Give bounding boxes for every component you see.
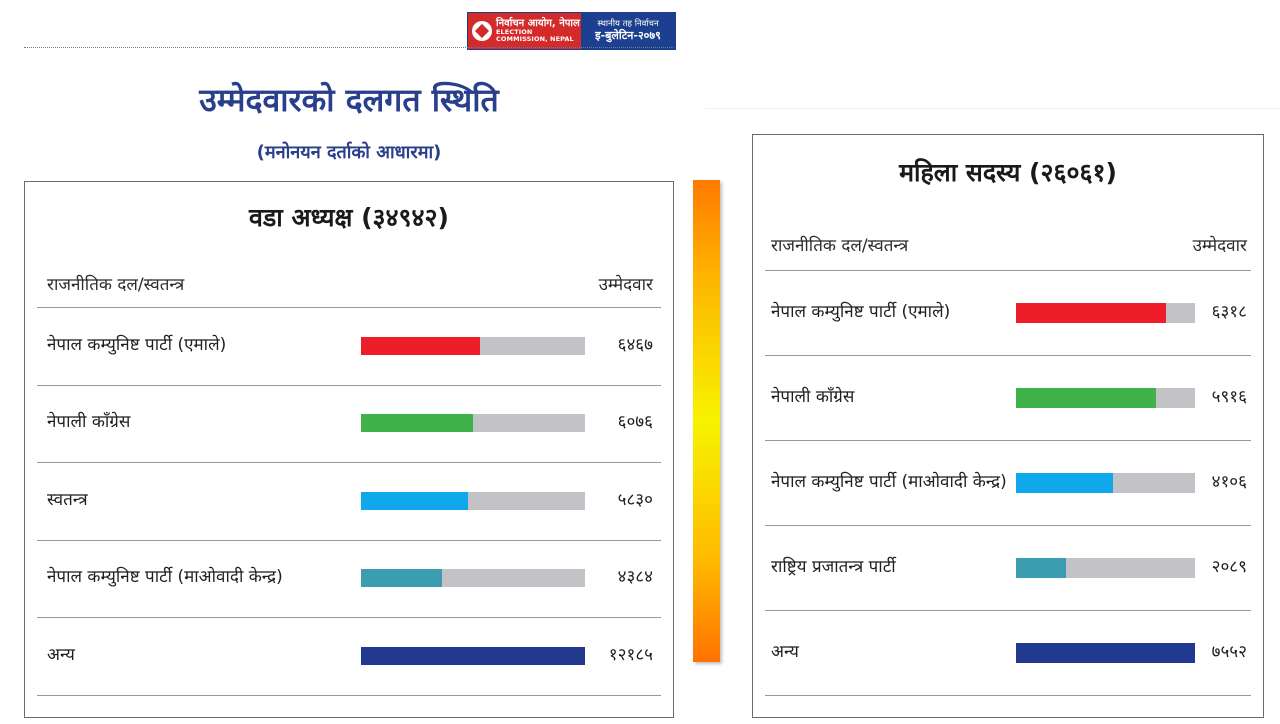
candidate-count: ७५५२ — [1211, 641, 1247, 662]
faint-divider — [705, 108, 1280, 109]
candidate-count: ५८३० — [617, 489, 653, 510]
candidate-count: ६३१८ — [1211, 301, 1247, 322]
bar-track — [361, 569, 585, 588]
party-name: नेपाली काँग्रेस — [47, 412, 131, 433]
row-divider — [765, 525, 1251, 526]
logo-line2: ELECTION COMMISSION, NEPAL — [496, 28, 574, 44]
row-divider — [37, 694, 661, 696]
bar — [361, 336, 480, 355]
bar — [1016, 472, 1114, 493]
logo-line1: निर्वाचन आयोग, नेपाल — [496, 17, 580, 29]
party-name: नेपाल कम्युनिष्ट पार्टी (एमाले) — [771, 301, 951, 322]
candidate-count: ५९१६ — [1211, 386, 1247, 407]
candidate-count: ४१०६ — [1211, 471, 1247, 492]
party-name: राष्ट्रिय प्रजातन्त्र पार्टी — [771, 556, 896, 577]
logo-right-line1: स्थानीय तह निर्वाचन — [597, 18, 659, 29]
row-divider — [37, 617, 661, 618]
candidate-column-header: उम्मेदवार — [1192, 236, 1247, 256]
row-divider — [765, 695, 1251, 696]
party-column-header: राजनीतिक दल/स्वतन्त्र — [47, 275, 185, 295]
header-divider — [37, 307, 661, 308]
bar-track — [1016, 557, 1195, 578]
row-divider — [765, 610, 1251, 611]
bar-track — [361, 491, 585, 510]
bar — [1016, 557, 1066, 578]
party-name: अन्य — [771, 641, 799, 662]
logo-right-line2: इ-बुलेटिन-२०७९ — [595, 28, 661, 42]
bar — [361, 414, 473, 433]
bar-track — [361, 414, 585, 433]
bar-track — [361, 336, 585, 355]
page-subtitle: (मनोनयन दर्ताको आधारमा) — [256, 142, 442, 163]
candidate-count: ६०७६ — [617, 412, 653, 433]
bar-track — [1016, 472, 1195, 493]
party-name: नेपाल कम्युनिष्ट पार्टी (एमाले) — [47, 334, 227, 355]
page-title: उम्मेदवारको दलगत स्थिति — [199, 81, 499, 119]
row-divider — [37, 462, 661, 463]
bar — [1016, 387, 1157, 408]
row-divider — [765, 440, 1251, 441]
bar-track — [1016, 642, 1195, 663]
party-name: नेपाल कम्युनिष्ट पार्टी (माओवादी केन्द्र… — [47, 567, 283, 588]
bar — [1016, 302, 1166, 323]
chart-title: महिला सदस्य (२६०६१) — [899, 158, 1117, 187]
candidate-count: २०८९ — [1211, 556, 1247, 577]
emblem-icon — [472, 21, 492, 41]
party-name: अन्य — [47, 644, 75, 665]
candidate-column-header: उम्मेदवार — [598, 275, 653, 295]
header-divider — [24, 47, 674, 48]
party-name: नेपाली काँग्रेस — [771, 386, 855, 407]
ward-chair-panel: वडा अध्यक्ष (३४९४२) राजनीतिक दल/स्वतन्त्… — [24, 181, 674, 718]
election-commission-logo: निर्वाचन आयोग, नेपाल ELECTION COMMISSION… — [467, 12, 676, 50]
bar — [361, 569, 442, 588]
row-divider — [765, 355, 1251, 356]
bar — [361, 491, 469, 510]
candidate-count: ४३८४ — [617, 567, 653, 588]
header-divider — [765, 270, 1251, 271]
chart-title: वडा अध्यक्ष (३४९४२) — [249, 203, 449, 232]
candidate-count: १२१८५ — [608, 644, 653, 665]
party-name: नेपाल कम्युनिष्ट पार्टी (माओवादी केन्द्र… — [771, 471, 1007, 492]
bar-track — [361, 646, 585, 665]
bar — [1016, 642, 1195, 663]
gradient-separator — [693, 180, 720, 662]
row-divider — [37, 384, 661, 386]
candidate-count: ६४६७ — [617, 334, 653, 355]
row-divider — [37, 539, 661, 541]
bar-track — [1016, 387, 1195, 408]
bar-track — [1016, 302, 1195, 323]
party-name: स्वतन्त्र — [47, 489, 88, 510]
bar — [361, 646, 585, 665]
women-member-panel: महिला सदस्य (२६०६१) राजनीतिक दल/स्वतन्त्… — [752, 134, 1264, 718]
party-column-header: राजनीतिक दल/स्वतन्त्र — [771, 236, 909, 256]
